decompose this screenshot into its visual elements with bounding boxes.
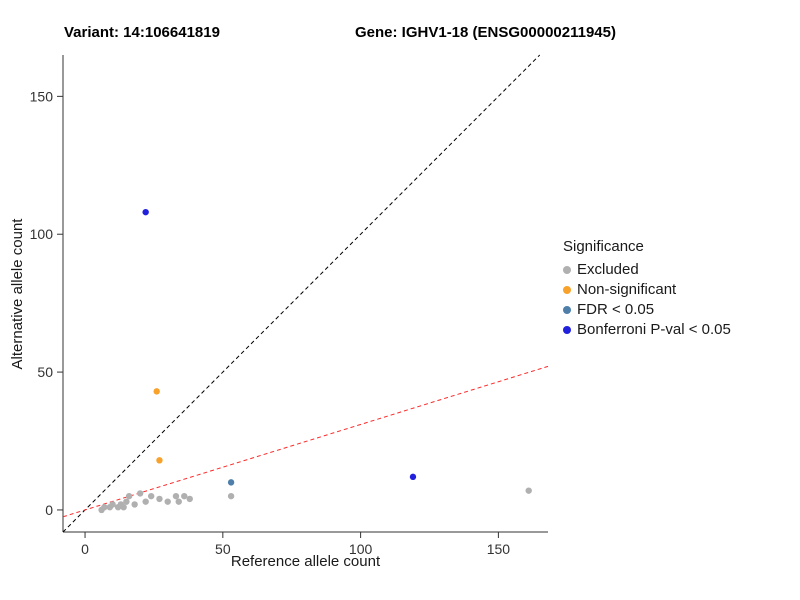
legend-item: Non-significant <box>563 281 731 298</box>
legend-item-label: FDR < 0.05 <box>577 301 655 318</box>
x-tick-label: 150 <box>487 541 511 557</box>
legend-item-label: Excluded <box>577 261 639 278</box>
legend-dot-icon <box>563 265 571 274</box>
legend-item: Bonferroni P-val < 0.05 <box>563 321 731 338</box>
data-point <box>136 490 144 497</box>
legend-items: Excluded Non-significant FDR < 0.05 Bonferr… <box>563 261 731 338</box>
data-point <box>142 498 149 505</box>
legend-item-label: Bonferroni P-val < 0.05 <box>577 321 731 338</box>
y-axis-title: Alternative allele count <box>9 218 26 370</box>
data-point <box>227 479 235 486</box>
data-point <box>181 492 188 500</box>
data-point <box>156 457 163 464</box>
data-point <box>125 492 133 500</box>
data-point <box>101 503 108 511</box>
expected-ratio-line <box>62 365 549 518</box>
y-tick-label: 50 <box>37 364 53 380</box>
legend-item: FDR < 0.05 <box>563 301 731 318</box>
data-point <box>186 495 193 503</box>
data-point <box>227 492 235 500</box>
gene-title: Gene: IGHV1-18 (ENSG00000211945) <box>355 24 616 41</box>
legend-dot-icon <box>563 285 571 294</box>
identity-line <box>62 54 541 533</box>
x-axis-title: Reference allele count <box>230 553 381 570</box>
variant-title: Variant: 14:106641819 <box>64 24 220 41</box>
x-tick-label: 100 <box>349 541 373 557</box>
data-point <box>525 487 532 494</box>
data-point <box>172 492 180 500</box>
legend: Significance Excluded Non-significant FDR … <box>563 238 731 341</box>
legend-title: Significance <box>563 238 644 255</box>
data-point <box>153 388 160 395</box>
data-point <box>131 501 138 508</box>
x-tick-label: 0 <box>81 541 89 557</box>
legend-item-label: Non-significant <box>577 281 677 298</box>
data-point <box>175 498 182 505</box>
x-tick-label: 50 <box>215 541 231 557</box>
legend-item: Excluded <box>563 261 731 278</box>
data-point <box>120 503 127 511</box>
legend-dot-icon <box>563 325 571 334</box>
y-tick-label: 150 <box>30 88 54 104</box>
data-point <box>147 492 155 500</box>
legend-dot-icon <box>563 305 571 314</box>
y-tick-label: 0 <box>45 502 53 518</box>
data-point <box>123 498 130 505</box>
y-tick-label: 100 <box>30 226 54 242</box>
data-point <box>156 495 163 503</box>
data-point <box>409 473 417 481</box>
data-point <box>109 501 116 508</box>
data-point <box>142 208 149 216</box>
data-point <box>164 498 171 505</box>
